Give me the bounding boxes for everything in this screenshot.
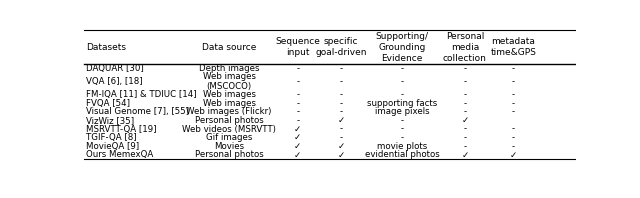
Text: Datasets: Datasets — [86, 43, 126, 52]
Text: FM-IQA [11] & TDIUC [14]: FM-IQA [11] & TDIUC [14] — [86, 90, 196, 99]
Text: -: - — [401, 90, 404, 99]
Text: -: - — [512, 107, 515, 116]
Text: Gif images: Gif images — [206, 133, 252, 142]
Text: -: - — [463, 99, 467, 108]
Text: -: - — [401, 125, 404, 134]
Text: -: - — [463, 77, 467, 86]
Text: -: - — [401, 116, 404, 125]
Text: -: - — [339, 99, 342, 108]
Text: -: - — [296, 99, 300, 108]
Text: -: - — [296, 77, 300, 86]
Text: -: - — [339, 125, 342, 134]
Text: -: - — [512, 64, 515, 73]
Text: ✓: ✓ — [294, 150, 301, 159]
Text: ✓: ✓ — [294, 133, 301, 142]
Text: ✓: ✓ — [461, 116, 468, 125]
Text: ✓: ✓ — [461, 150, 468, 159]
Text: Web images
(MSCOCO): Web images (MSCOCO) — [202, 72, 255, 91]
Text: Personal
media
collection: Personal media collection — [443, 31, 487, 63]
Text: Web images: Web images — [202, 99, 255, 108]
Text: -: - — [512, 125, 515, 134]
Text: Web images (Flickr): Web images (Flickr) — [186, 107, 272, 116]
Text: Web images: Web images — [202, 90, 255, 99]
Text: DAQUAR [30]: DAQUAR [30] — [86, 64, 144, 73]
Text: -: - — [296, 116, 300, 125]
Text: movie plots: movie plots — [377, 142, 428, 151]
Text: Personal photos: Personal photos — [195, 150, 264, 159]
Text: -: - — [463, 142, 467, 151]
Text: -: - — [512, 99, 515, 108]
Text: -: - — [339, 90, 342, 99]
Text: -: - — [339, 64, 342, 73]
Text: evidential photos: evidential photos — [365, 150, 440, 159]
Text: -: - — [463, 64, 467, 73]
Text: supporting facts: supporting facts — [367, 99, 437, 108]
Text: ✓: ✓ — [337, 150, 344, 159]
Text: -: - — [339, 107, 342, 116]
Text: ✓: ✓ — [337, 142, 344, 151]
Text: VizWiz [35]: VizWiz [35] — [86, 116, 134, 125]
Text: -: - — [512, 133, 515, 142]
Text: Web videos (MSRVTT): Web videos (MSRVTT) — [182, 125, 276, 134]
Text: -: - — [296, 64, 300, 73]
Text: -: - — [296, 90, 300, 99]
Text: Supporting/
Grounding
Evidence: Supporting/ Grounding Evidence — [376, 31, 429, 63]
Text: ✓: ✓ — [294, 142, 301, 151]
Text: Sequence
input: Sequence input — [275, 37, 320, 57]
Text: Ours MemexQA: Ours MemexQA — [86, 150, 153, 159]
Text: metadata
time&GPS: metadata time&GPS — [491, 37, 536, 57]
Text: -: - — [512, 90, 515, 99]
Text: -: - — [463, 133, 467, 142]
Text: -: - — [401, 133, 404, 142]
Text: -: - — [401, 64, 404, 73]
Text: VQA [6], [18]: VQA [6], [18] — [86, 77, 143, 86]
Text: Personal photos: Personal photos — [195, 116, 264, 125]
Text: -: - — [512, 142, 515, 151]
Text: ✓: ✓ — [337, 116, 344, 125]
Text: -: - — [463, 125, 467, 134]
Text: -: - — [512, 77, 515, 86]
Text: specific
goal-driven: specific goal-driven — [315, 37, 367, 57]
Text: Visual Genome [7], [55]: Visual Genome [7], [55] — [86, 107, 189, 116]
Text: Depth images: Depth images — [199, 64, 259, 73]
Text: image pixels: image pixels — [375, 107, 429, 116]
Text: Movies: Movies — [214, 142, 244, 151]
Text: -: - — [339, 77, 342, 86]
Text: -: - — [339, 133, 342, 142]
Text: ✓: ✓ — [510, 150, 517, 159]
Text: -: - — [296, 107, 300, 116]
Text: FVQA [54]: FVQA [54] — [86, 99, 130, 108]
Text: TGIF-QA [8]: TGIF-QA [8] — [86, 133, 136, 142]
Text: -: - — [463, 90, 467, 99]
Text: MovieQA [9]: MovieQA [9] — [86, 142, 139, 151]
Text: -: - — [463, 107, 467, 116]
Text: MSRVTT-QA [19]: MSRVTT-QA [19] — [86, 125, 156, 134]
Text: Data source: Data source — [202, 43, 256, 52]
Text: ✓: ✓ — [294, 125, 301, 134]
Text: -: - — [401, 77, 404, 86]
